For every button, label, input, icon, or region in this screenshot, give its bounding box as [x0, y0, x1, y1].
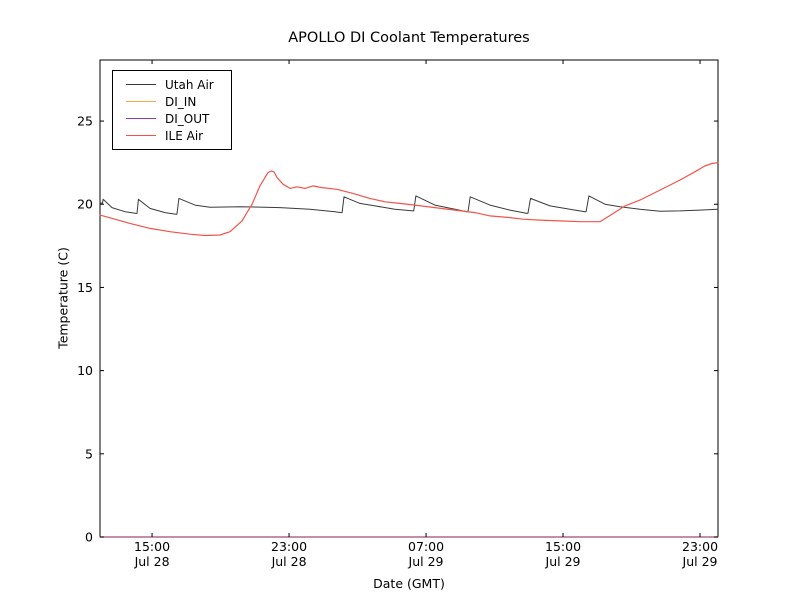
y-tick-label: 0	[85, 530, 93, 545]
x-tick-label-date: Jul 28	[134, 554, 170, 569]
x-tick-label-date: Jul 29	[682, 554, 718, 569]
x-tick-label-time: 15:00	[545, 539, 581, 554]
x-tick-label-time: 23:00	[682, 539, 718, 554]
series-line-utah-air	[99, 195, 719, 215]
legend-item: DI_OUT	[119, 110, 223, 127]
legend-item: ILE Air	[119, 127, 223, 144]
legend-line-sample	[126, 84, 156, 85]
series-line-ile-air	[99, 162, 719, 237]
x-tick-label-date: Jul 29	[545, 554, 581, 569]
y-tick-label: 15	[77, 280, 93, 295]
y-tick-label: 25	[77, 114, 93, 129]
legend: Utah Air DI_IN DI_OUT ILE Air	[112, 70, 232, 150]
legend-label: ILE Air	[165, 128, 204, 143]
y-tick-label: 20	[77, 197, 93, 212]
legend-item: DI_IN	[119, 93, 223, 110]
legend-line-sample	[126, 101, 156, 102]
legend-line-sample	[126, 118, 156, 119]
x-tick-label-time: 23:00	[271, 539, 307, 554]
x-tick-label-time: 15:00	[134, 539, 170, 554]
chart-title: APOLLO DI Coolant Temperatures	[288, 30, 530, 46]
y-tick-label: 10	[77, 363, 93, 378]
x-tick-label-date: Jul 28	[271, 554, 307, 569]
legend-label: DI_OUT	[165, 111, 210, 126]
x-tick-label-time: 07:00	[408, 539, 444, 554]
legend-line-sample	[126, 135, 156, 136]
legend-label: Utah Air	[165, 77, 214, 92]
y-tick-label: 5	[85, 446, 93, 461]
x-tick-label-date: Jul 29	[408, 554, 444, 569]
x-axis-label: Date (GMT)	[373, 576, 445, 591]
legend-item: Utah Air	[119, 76, 223, 93]
legend-label: DI_IN	[165, 94, 197, 109]
